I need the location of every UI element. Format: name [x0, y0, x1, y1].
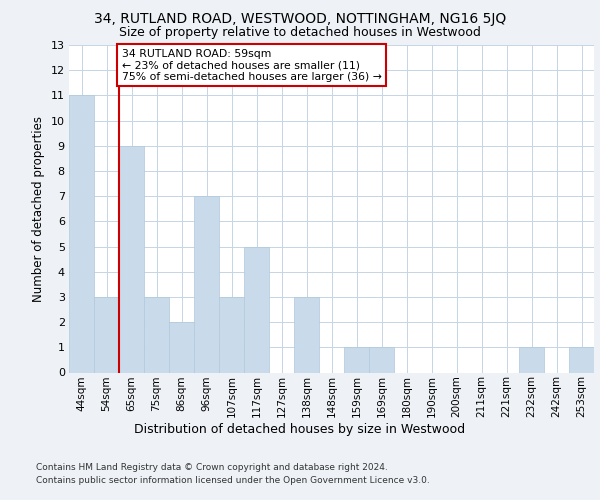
- Text: Contains HM Land Registry data © Crown copyright and database right 2024.: Contains HM Land Registry data © Crown c…: [36, 462, 388, 471]
- Text: 34, RUTLAND ROAD, WESTWOOD, NOTTINGHAM, NG16 5JQ: 34, RUTLAND ROAD, WESTWOOD, NOTTINGHAM, …: [94, 12, 506, 26]
- Bar: [569, 348, 594, 372]
- Text: Distribution of detached houses by size in Westwood: Distribution of detached houses by size …: [134, 422, 466, 436]
- Text: Contains public sector information licensed under the Open Government Licence v3: Contains public sector information licen…: [36, 476, 430, 485]
- Bar: [369, 348, 394, 372]
- Text: 34 RUTLAND ROAD: 59sqm
← 23% of detached houses are smaller (11)
75% of semi-det: 34 RUTLAND ROAD: 59sqm ← 23% of detached…: [121, 49, 382, 82]
- Bar: [519, 348, 544, 372]
- Bar: [294, 297, 319, 372]
- Bar: [194, 196, 219, 372]
- Bar: [244, 246, 269, 372]
- Bar: [344, 348, 369, 372]
- Bar: [219, 297, 244, 372]
- Bar: [94, 297, 119, 372]
- Text: Size of property relative to detached houses in Westwood: Size of property relative to detached ho…: [119, 26, 481, 39]
- Bar: [119, 146, 144, 372]
- Bar: [144, 297, 169, 372]
- Bar: [169, 322, 194, 372]
- Y-axis label: Number of detached properties: Number of detached properties: [32, 116, 45, 302]
- Bar: [69, 96, 94, 372]
